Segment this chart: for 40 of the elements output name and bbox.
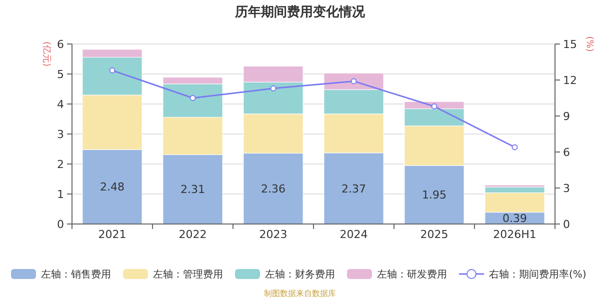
x-tick-label: 2024 [340, 228, 368, 241]
data-label: 2.31 [180, 183, 205, 196]
data-label: 2.48 [100, 180, 124, 194]
data-label: 0.39 [502, 212, 527, 225]
y-axis-title: (亿元) [40, 41, 52, 67]
y-tick-label: 4 [57, 98, 64, 111]
chart-title: 历年期间费用变化情况 [234, 4, 366, 20]
y2-axis-title: (%) [584, 36, 594, 52]
data-label: 1.95 [422, 188, 446, 202]
y-tick-label: 2 [57, 158, 64, 171]
y-tick-label: 0 [57, 218, 64, 231]
y2-tick-label: 12 [563, 74, 577, 87]
y2-tick-label: 6 [563, 146, 570, 159]
point [431, 103, 438, 110]
legend-label: 左轴：研发费用 [377, 268, 447, 280]
y2-tick-label: 15 [563, 38, 577, 51]
point [512, 144, 518, 150]
x-tick-label: 2025 [420, 228, 448, 241]
x-tick-label: 2026H1 [493, 228, 536, 241]
point [109, 67, 116, 74]
data-label: 2.36 [261, 182, 286, 196]
point [270, 85, 276, 92]
legend-label: 左轴：财务费用 [265, 268, 335, 280]
legend-label: 左轴：销售费用 [41, 268, 111, 280]
point [350, 78, 357, 84]
legend-label: 右轴：期间费用率(%) [489, 268, 586, 280]
y-tick-label: 3 [57, 128, 64, 141]
data-label: 2.37 [342, 182, 366, 196]
text: 制图数据来自数据库 [264, 289, 336, 298]
point [190, 95, 196, 101]
y-tick-label: 6 [57, 38, 64, 51]
y-tick-label: 5 [57, 68, 64, 81]
y-tick-label: 1 [57, 188, 64, 201]
x-tick-label: 2023 [259, 228, 288, 241]
legend-label: 左轴：管理费用 [153, 268, 223, 280]
y2-tick-label: 9 [563, 110, 570, 123]
x-tick-label: 2022 [178, 228, 207, 241]
y2-tick-label: 0 [563, 218, 570, 231]
x-tick-label: 2021 [98, 228, 126, 241]
y2-tick-label: 3 [563, 182, 570, 195]
